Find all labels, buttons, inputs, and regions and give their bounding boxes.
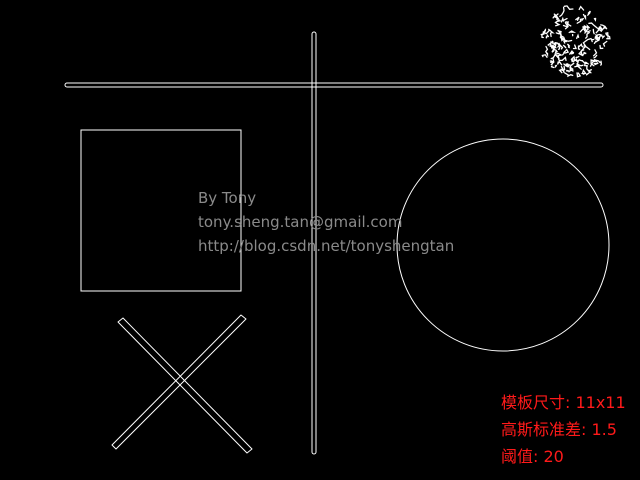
texture-squiggle — [605, 32, 609, 39]
texture-squiggle — [555, 32, 562, 36]
texture-squiggle — [582, 37, 592, 47]
threshold-label: 阈值: 20 — [501, 447, 564, 466]
texture-squiggle — [552, 43, 557, 50]
texture-squiggle — [574, 57, 579, 63]
texture-squiggle — [548, 29, 555, 38]
texture-squiggle — [550, 57, 555, 63]
texture-squiggle — [590, 38, 595, 43]
texture-squiggle — [541, 54, 548, 58]
texture-squiggle — [578, 5, 585, 11]
texture-squiggle — [572, 44, 577, 50]
texture-squiggle — [575, 16, 580, 21]
texture-squiggle — [558, 69, 563, 74]
texture-squiggle — [567, 43, 571, 49]
textured-circle-edge — [540, 5, 611, 78]
texture-squiggle — [554, 17, 563, 24]
texture-squiggle — [600, 60, 603, 66]
texture-squiggle — [571, 58, 574, 63]
texture-squiggle — [550, 65, 555, 69]
texture-squiggle — [550, 40, 554, 44]
texture-squiggle — [560, 35, 565, 42]
texture-squiggle — [600, 24, 608, 30]
texture-squiggle — [597, 25, 603, 33]
texture-squiggle — [587, 10, 591, 16]
texture-squiggle — [569, 62, 575, 68]
texture-squiggle — [568, 30, 577, 34]
texture-squiggle — [550, 53, 559, 60]
texture-squiggle — [563, 63, 571, 68]
texture-squiggle — [566, 69, 570, 73]
texture-squiggle — [582, 13, 587, 21]
texture-squiggle — [545, 45, 549, 58]
texture-squiggle — [602, 40, 608, 47]
texture-squiggle — [582, 24, 589, 31]
texture-squiggle — [545, 34, 550, 39]
texture-squiggle — [552, 45, 558, 55]
texture-squiggle — [593, 36, 601, 45]
texture-squiggle — [540, 33, 545, 39]
texture-squiggle — [593, 54, 598, 59]
texture-squiggle — [576, 19, 582, 24]
texture-squiggle — [564, 21, 569, 30]
texture-squiggle — [563, 48, 570, 54]
texture-squiggle — [576, 72, 582, 78]
texture-squiggle — [553, 13, 561, 21]
horizontal-line-edge — [64, 82, 604, 88]
texture-squiggle — [587, 69, 593, 74]
watermark: By Tony tony.sheng.tan@gmail.com http://… — [198, 186, 454, 258]
texture-squiggle — [558, 56, 567, 62]
texture-squiggle — [565, 20, 569, 25]
texture-squiggle — [557, 60, 563, 66]
texture-squiggle — [576, 62, 584, 69]
texture-squiggle — [595, 33, 603, 40]
texture-squiggle — [551, 48, 555, 53]
texture-squiggle — [593, 17, 597, 22]
gaussian-sigma-label: 高斯标准差: 1.5 — [501, 420, 617, 439]
texture-squiggle — [592, 49, 598, 57]
square-edge — [80, 129, 242, 292]
watermark-url: http://blog.csdn.net/tonyshengtan — [198, 237, 455, 255]
texture-squiggle — [551, 41, 561, 47]
texture-squiggle — [554, 52, 564, 57]
texture-squiggle — [594, 34, 599, 39]
texture-squiggle — [562, 40, 568, 44]
texture-squiggle — [574, 65, 582, 70]
texture-squiggle — [575, 55, 580, 59]
vertical-line-edge — [311, 31, 317, 455]
texture-squiggle — [578, 43, 584, 48]
texture-squiggle — [562, 50, 566, 56]
texture-squiggle — [585, 31, 590, 39]
texture-squiggle — [560, 66, 565, 73]
texture-squiggle — [560, 16, 568, 23]
texture-squiggle — [580, 68, 587, 75]
texture-squiggle — [593, 62, 599, 66]
texture-squiggle — [569, 50, 575, 55]
texture-squiggle — [593, 58, 601, 64]
texture-squiggle — [583, 30, 591, 33]
texture-squiggle — [555, 22, 561, 27]
parameter-panel: 模板尺寸: 11x11 高斯标准差: 1.5 阈值: 20 — [501, 389, 626, 470]
circle-edge — [396, 138, 610, 352]
texture-squiggle — [600, 35, 605, 40]
x-cross-edge — [111, 314, 253, 454]
texture-squiggle — [557, 54, 560, 59]
texture-squiggle — [554, 64, 558, 68]
watermark-email: tony.sheng.tan@gmail.com — [198, 213, 403, 231]
texture-squiggle — [562, 44, 567, 49]
texture-squiggle — [592, 28, 595, 35]
template-size-label: 模板尺寸: 11x11 — [501, 393, 626, 412]
texture-squiggle — [580, 46, 586, 55]
texture-squiggle — [557, 43, 564, 50]
texture-squiggle — [576, 33, 580, 40]
watermark-author: By Tony — [198, 189, 257, 207]
texture-squiggle — [578, 51, 587, 57]
texture-squiggle — [583, 61, 589, 67]
texture-squiggle — [563, 5, 574, 10]
texture-squiggle — [588, 22, 598, 29]
texture-squiggle — [559, 6, 565, 18]
texture-squiggle — [547, 41, 552, 46]
texture-squiggle — [564, 72, 574, 78]
texture-squiggle — [599, 44, 604, 50]
